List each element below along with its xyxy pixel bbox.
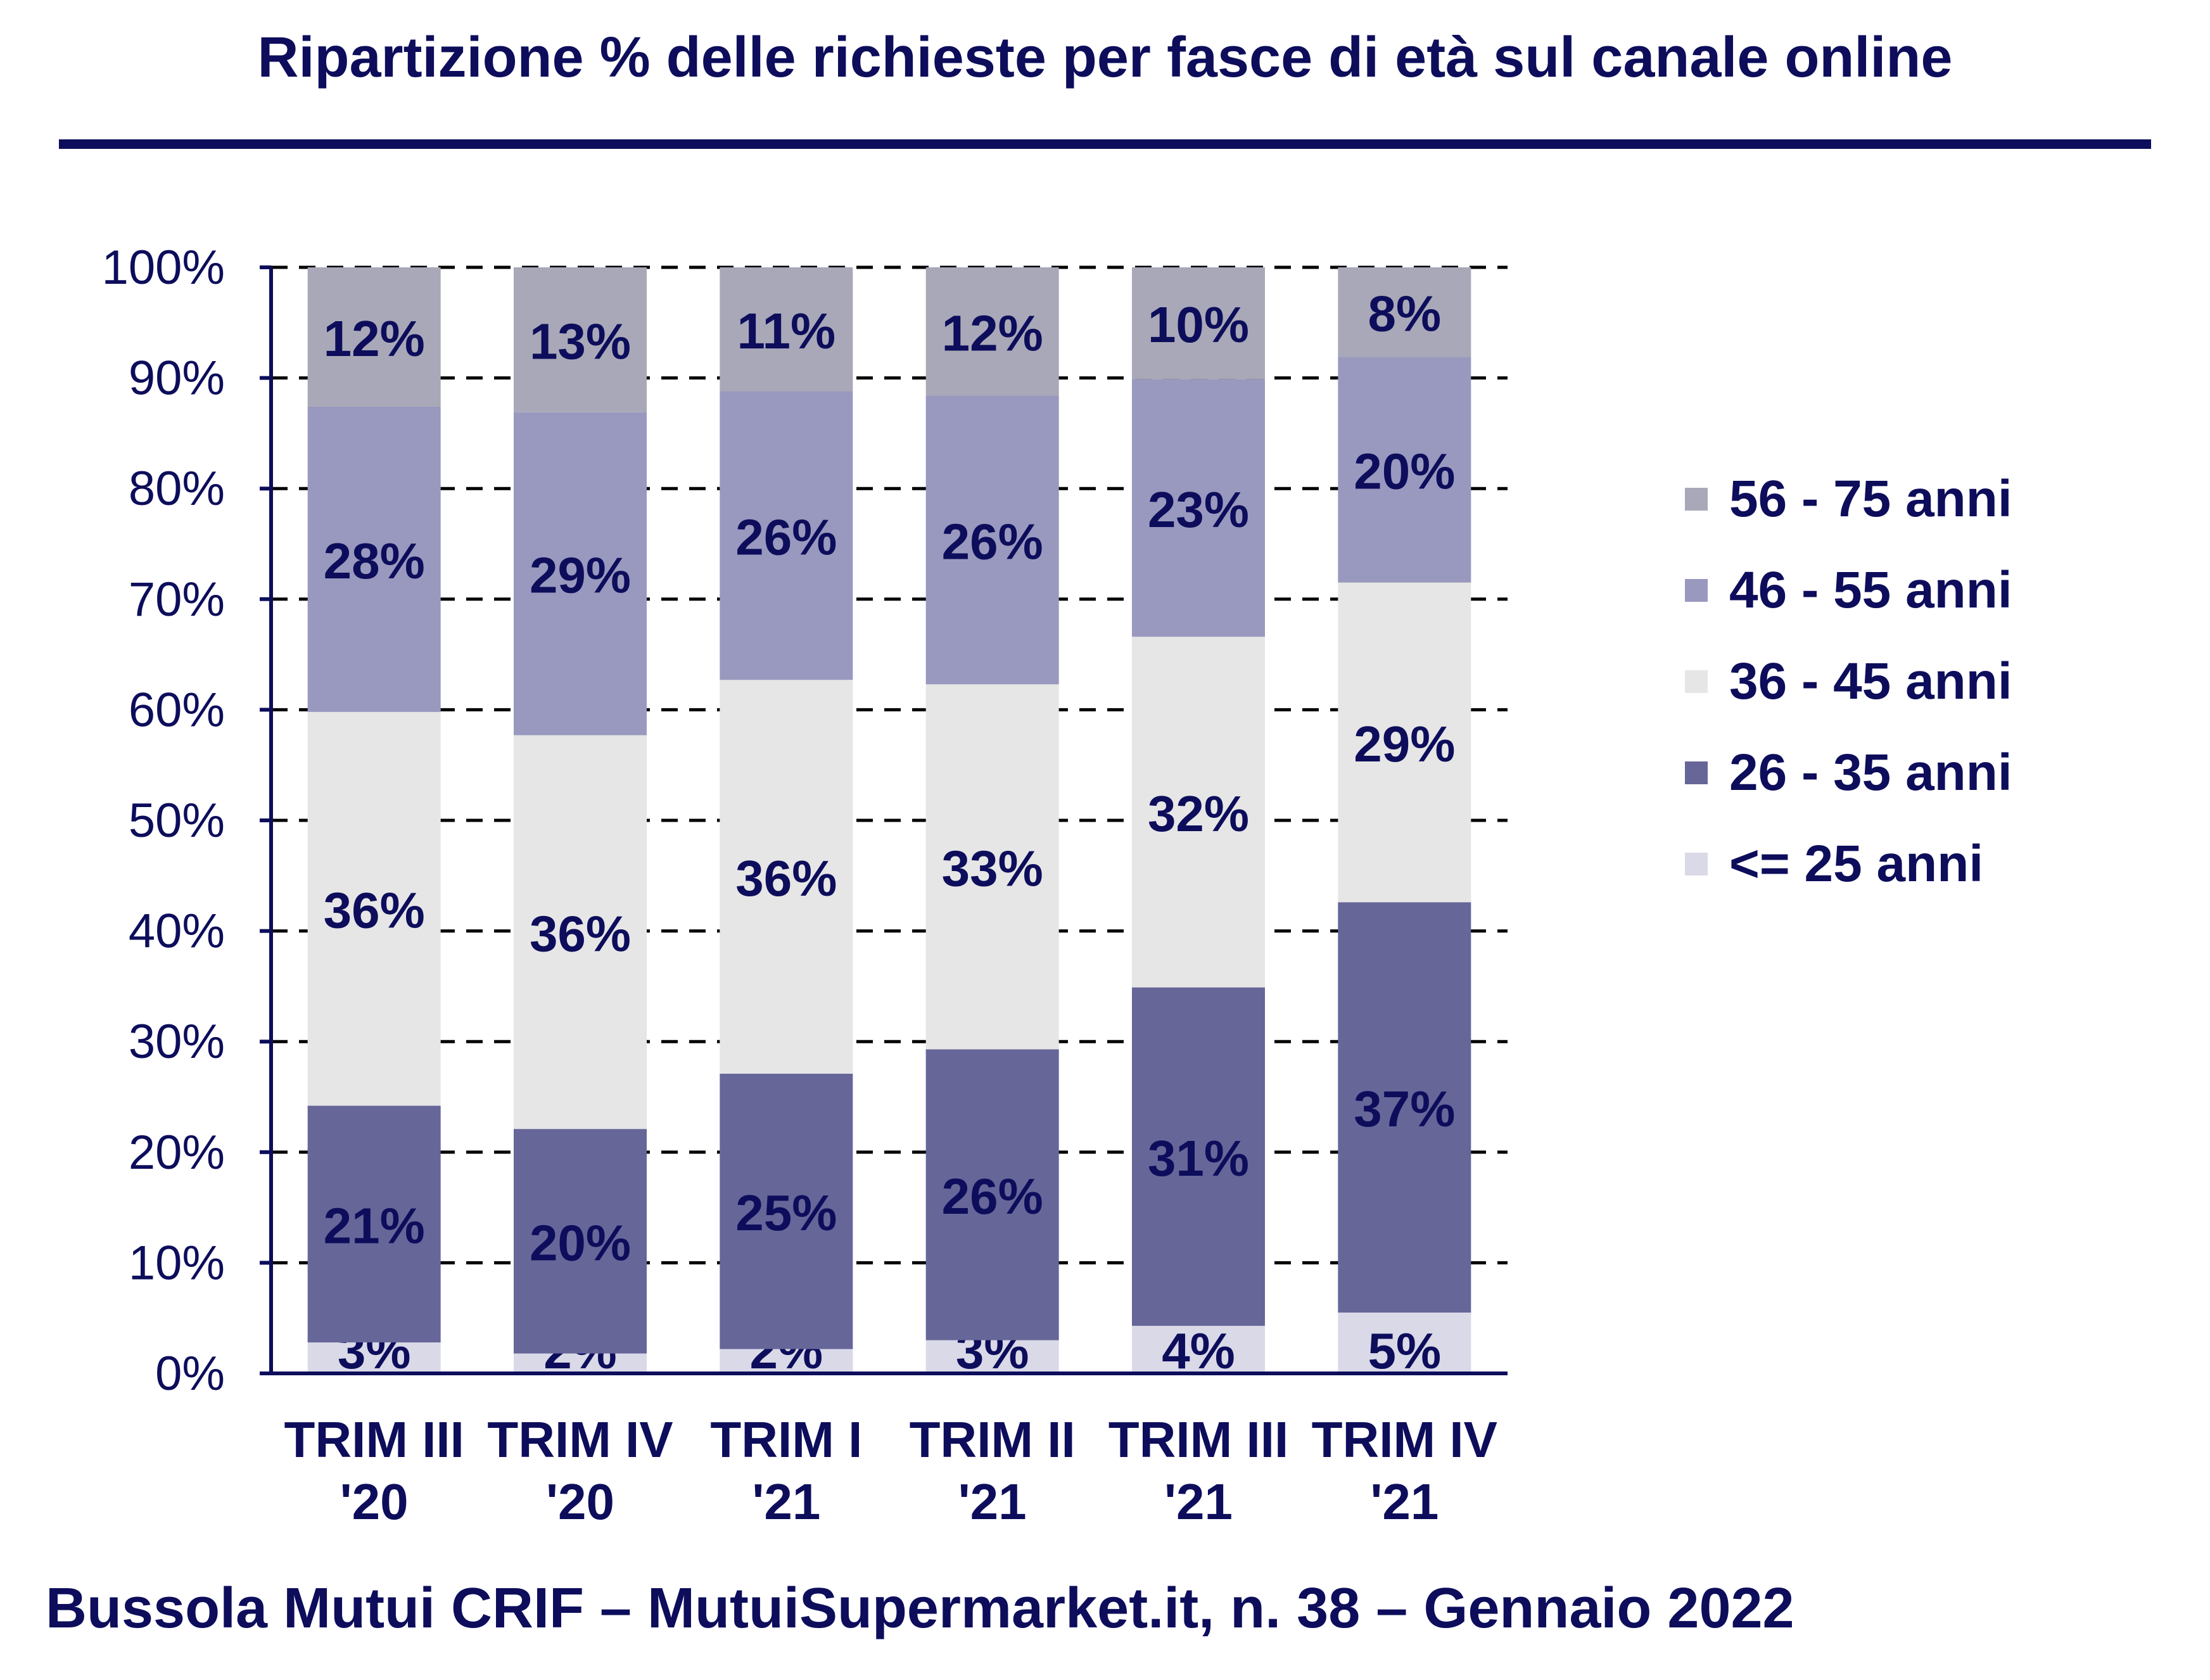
x-category-label-line: '21 xyxy=(1370,1473,1438,1530)
data-label: 28% xyxy=(324,533,425,589)
data-label: 10% xyxy=(1148,296,1249,353)
data-label: 26% xyxy=(942,1168,1043,1225)
y-tick-label: 80% xyxy=(129,462,225,516)
y-tick-label: 0% xyxy=(155,1347,225,1401)
x-category-label: TRIM II '21 xyxy=(910,1411,1076,1530)
x-category-label: TRIM III '21 xyxy=(1108,1411,1288,1530)
data-label: 36% xyxy=(735,850,837,907)
data-label: 33% xyxy=(942,840,1043,896)
bar-segment xyxy=(307,711,441,1106)
y-tick-label: 100% xyxy=(102,241,225,295)
x-category-label-line: TRIM II xyxy=(910,1411,1076,1468)
legend-label: 26 - 35 anni xyxy=(1729,744,2012,801)
stacked-bar-chart: 0%10%20%30%40%50%60%70%80%90%100%3%21%36… xyxy=(102,241,1508,1530)
x-category-label-line: TRIM IV xyxy=(487,1411,673,1468)
bar-segment xyxy=(307,406,441,712)
bar-segment xyxy=(514,1353,647,1373)
x-category-label: TRIM I '21 xyxy=(710,1411,862,1530)
chart-title: Ripartizione % delle richieste per fasce… xyxy=(257,26,1953,89)
bar-segment xyxy=(1132,1325,1265,1373)
x-category-label-line: TRIM III xyxy=(284,1411,464,1468)
x-category-label-line: '20 xyxy=(546,1473,614,1530)
bar-segment xyxy=(720,1073,853,1349)
legend-swatch xyxy=(1685,488,1708,511)
data-label: 23% xyxy=(1148,481,1249,538)
bar-segment xyxy=(514,735,647,1130)
footer-source: Bussola Mutui CRIF – MutuiSupermarket.it… xyxy=(46,1577,1794,1640)
bar-segment xyxy=(720,267,853,391)
data-label: 12% xyxy=(324,310,425,367)
bar-segment xyxy=(925,1340,1059,1373)
x-category-label-line: '21 xyxy=(752,1473,820,1530)
data-label: 21% xyxy=(324,1197,425,1254)
data-label: 29% xyxy=(1354,716,1455,772)
data-label: 20% xyxy=(1354,443,1455,500)
data-label: 26% xyxy=(942,513,1043,570)
y-tick-label: 30% xyxy=(129,1015,225,1069)
legend-swatch xyxy=(1685,579,1708,602)
bar-segment xyxy=(1338,902,1471,1313)
y-tick-label: 60% xyxy=(129,683,225,737)
data-label: 26% xyxy=(735,509,837,565)
data-label: 36% xyxy=(530,905,631,962)
bar-segment xyxy=(1132,987,1265,1326)
bar-segment xyxy=(925,395,1059,685)
x-category-label-line: TRIM I xyxy=(710,1411,862,1468)
data-label: 4% xyxy=(1162,1323,1235,1379)
bar-segment xyxy=(514,412,647,735)
x-category-label-line: TRIM III xyxy=(1108,1411,1288,1468)
legend-swatch xyxy=(1685,853,1708,875)
legend-label: 36 - 45 anni xyxy=(1729,652,2012,710)
bar-segment xyxy=(1132,637,1265,988)
bar-segment xyxy=(925,684,1059,1050)
bar-segment xyxy=(1338,267,1471,357)
data-label: 29% xyxy=(530,547,631,604)
bar-segment xyxy=(307,1105,441,1343)
y-tick-label: 40% xyxy=(129,905,225,958)
bar-segment xyxy=(307,1342,441,1373)
bar-segment xyxy=(925,1049,1059,1340)
data-label: 36% xyxy=(324,882,425,939)
title-divider xyxy=(59,139,2151,149)
x-category-label-line: TRIM IV xyxy=(1312,1411,1497,1468)
bar-segment xyxy=(720,1349,853,1373)
bar-segment xyxy=(1338,1312,1471,1373)
y-tick-label: 10% xyxy=(129,1236,225,1290)
data-label: 12% xyxy=(942,305,1043,361)
bar-segment xyxy=(720,391,853,680)
bar-segment xyxy=(1132,379,1265,637)
x-category-label-line: '21 xyxy=(958,1473,1027,1530)
legend-swatch xyxy=(1685,761,1708,784)
legend-label: 56 - 75 anni xyxy=(1729,470,2012,528)
y-tick-label: 70% xyxy=(129,573,225,627)
legend-label: <= 25 anni xyxy=(1729,835,1984,893)
data-label: 31% xyxy=(1148,1130,1249,1187)
data-label: 13% xyxy=(530,313,631,369)
data-label: 11% xyxy=(737,303,835,359)
x-category-label: TRIM IV '21 xyxy=(1312,1411,1497,1530)
bar-segment xyxy=(720,680,853,1074)
x-category-label-line: '20 xyxy=(340,1473,409,1530)
bar-segment xyxy=(1132,267,1265,379)
y-tick-label: 20% xyxy=(129,1126,225,1180)
bar-segment xyxy=(1338,582,1471,903)
bar-segment xyxy=(514,267,647,412)
data-label: 20% xyxy=(530,1214,631,1271)
data-label: 37% xyxy=(1354,1081,1455,1137)
data-label: 32% xyxy=(1148,786,1249,842)
bar-segment xyxy=(307,267,441,407)
x-category-label-line: '21 xyxy=(1164,1473,1233,1530)
y-tick-label: 50% xyxy=(129,794,225,848)
y-tick-label: 90% xyxy=(129,352,225,405)
x-category-label: TRIM IV '20 xyxy=(487,1411,673,1530)
data-label: 8% xyxy=(1368,286,1442,342)
legend-label: 46 - 55 anni xyxy=(1729,561,2012,619)
legend-swatch xyxy=(1685,670,1708,693)
data-label: 5% xyxy=(1368,1323,1442,1379)
data-label: 25% xyxy=(735,1185,837,1241)
bar-segment xyxy=(514,1129,647,1354)
bar-segment xyxy=(925,267,1059,396)
x-category-label: TRIM III '20 xyxy=(284,1411,464,1530)
bar-segment xyxy=(1338,357,1471,583)
